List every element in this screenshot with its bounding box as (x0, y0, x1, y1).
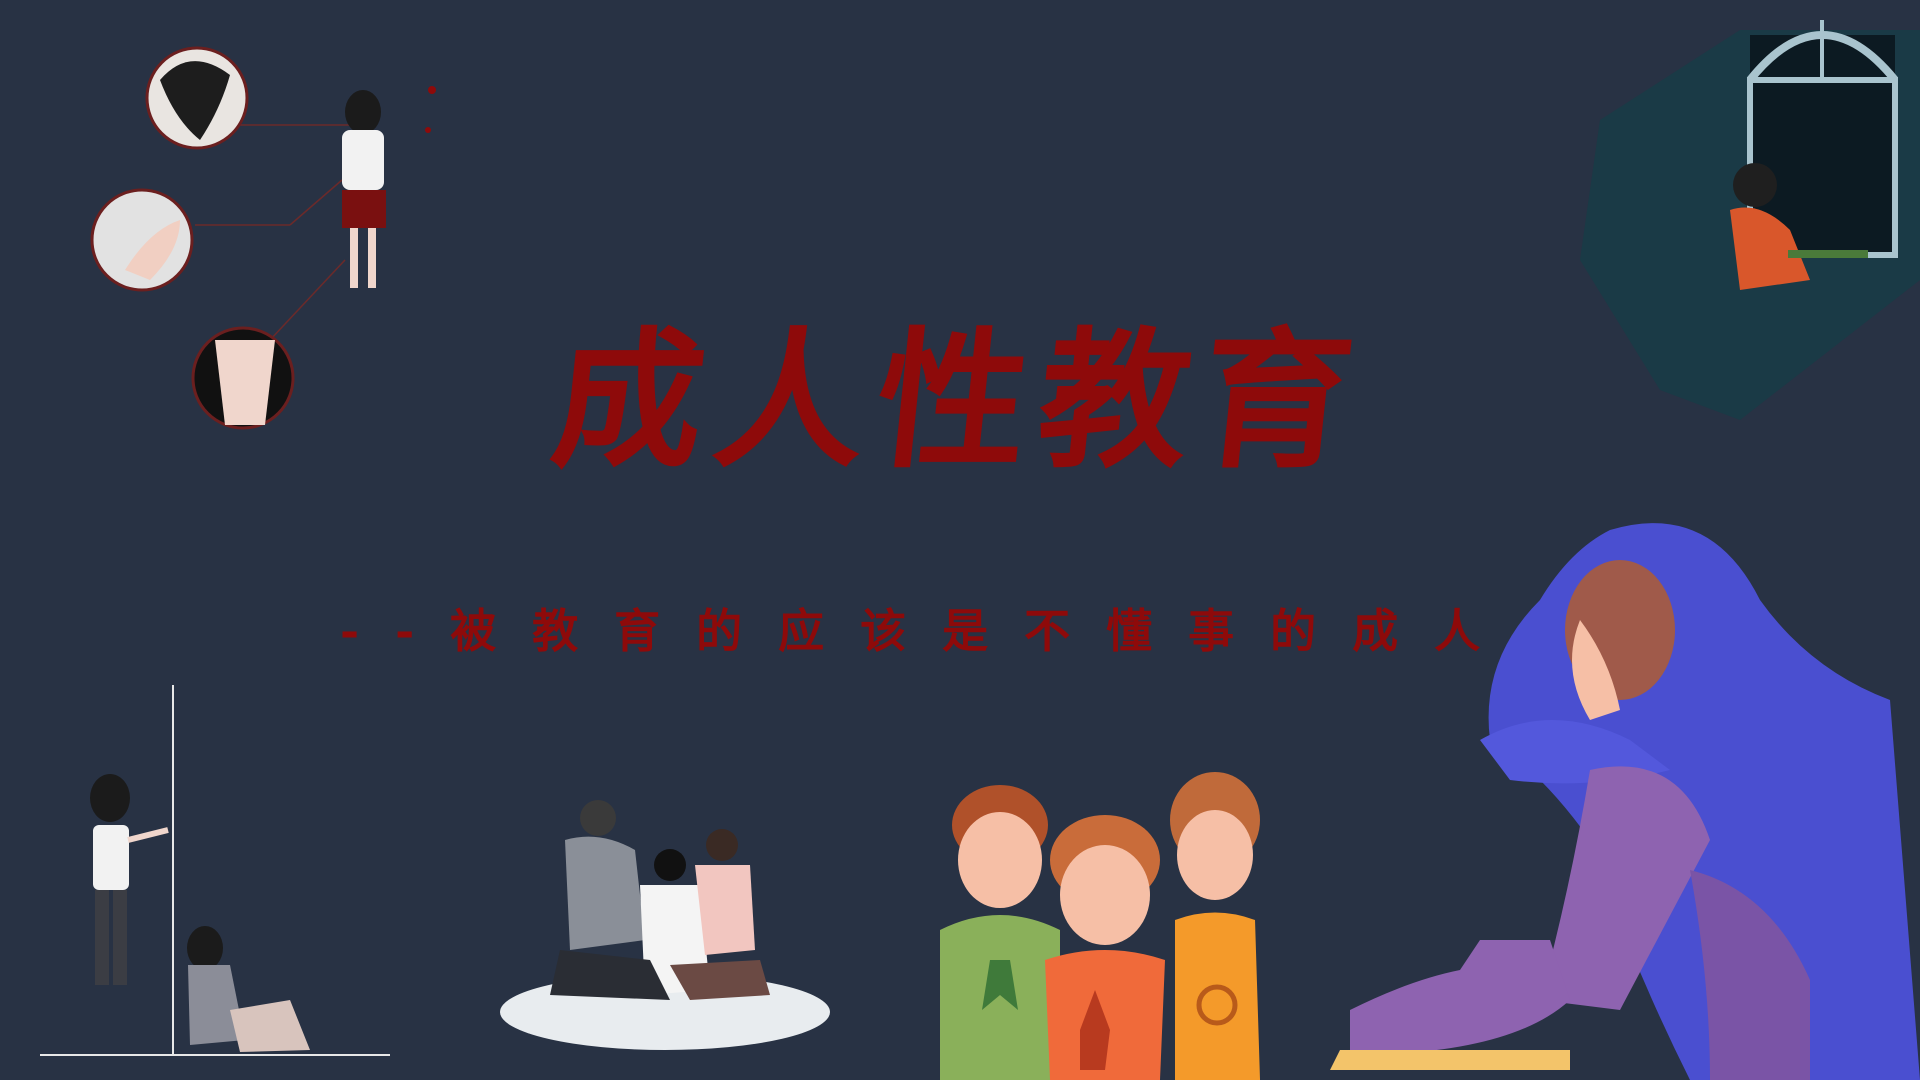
slide-subtitle: --被教育的应该是不懂事的成人 (340, 604, 1517, 658)
children-illustration (940, 772, 1260, 1080)
hooded-person-illustration (1330, 523, 1920, 1080)
injured-girl-illustration (90, 46, 436, 430)
family-illustration (500, 800, 830, 1050)
wall-girls-illustration (40, 685, 390, 1056)
window-girl-illustration (1580, 20, 1920, 420)
